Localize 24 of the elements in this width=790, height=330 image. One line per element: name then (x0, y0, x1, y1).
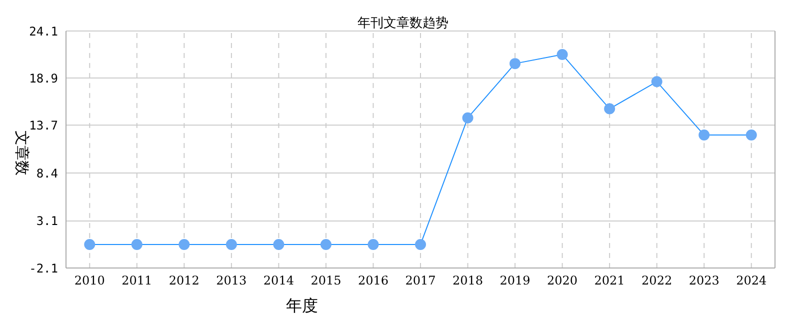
x-tick-label: 2012 (168, 274, 200, 288)
x-tick-label: 2013 (216, 274, 247, 288)
x-tick-label: 2018 (452, 274, 484, 288)
x-tick-label: 2015 (310, 274, 342, 288)
x-axis-title: 年度 (286, 296, 318, 317)
x-tick-label: 2024 (736, 274, 767, 288)
y-tick-label: -2.1 (29, 261, 58, 276)
x-tick-label: 2016 (358, 274, 389, 288)
x-tick-label: 2014 (263, 274, 294, 288)
y-tick-label: 3.1 (36, 214, 58, 228)
x-tick-label: 2019 (500, 274, 530, 288)
x-tick-label: 2010 (74, 274, 105, 288)
x-tick-label: 2017 (405, 274, 436, 288)
y-tick-label: 8.4 (36, 166, 58, 180)
y-axis-title: 文章数 (13, 130, 31, 176)
y-tick-label: 13.7 (29, 118, 58, 132)
x-tick-label: 2023 (688, 274, 720, 288)
x-tick-label: 2022 (642, 274, 672, 288)
chart-title: 年刊文章数趋势 (358, 16, 448, 31)
x-tick-label: 2011 (122, 274, 152, 288)
x-tick-label: 2021 (594, 274, 625, 288)
y-tick-label: 24.1 (29, 24, 58, 38)
x-tick-label: 2020 (547, 274, 578, 288)
y-tick-label: 18.9 (29, 71, 58, 86)
